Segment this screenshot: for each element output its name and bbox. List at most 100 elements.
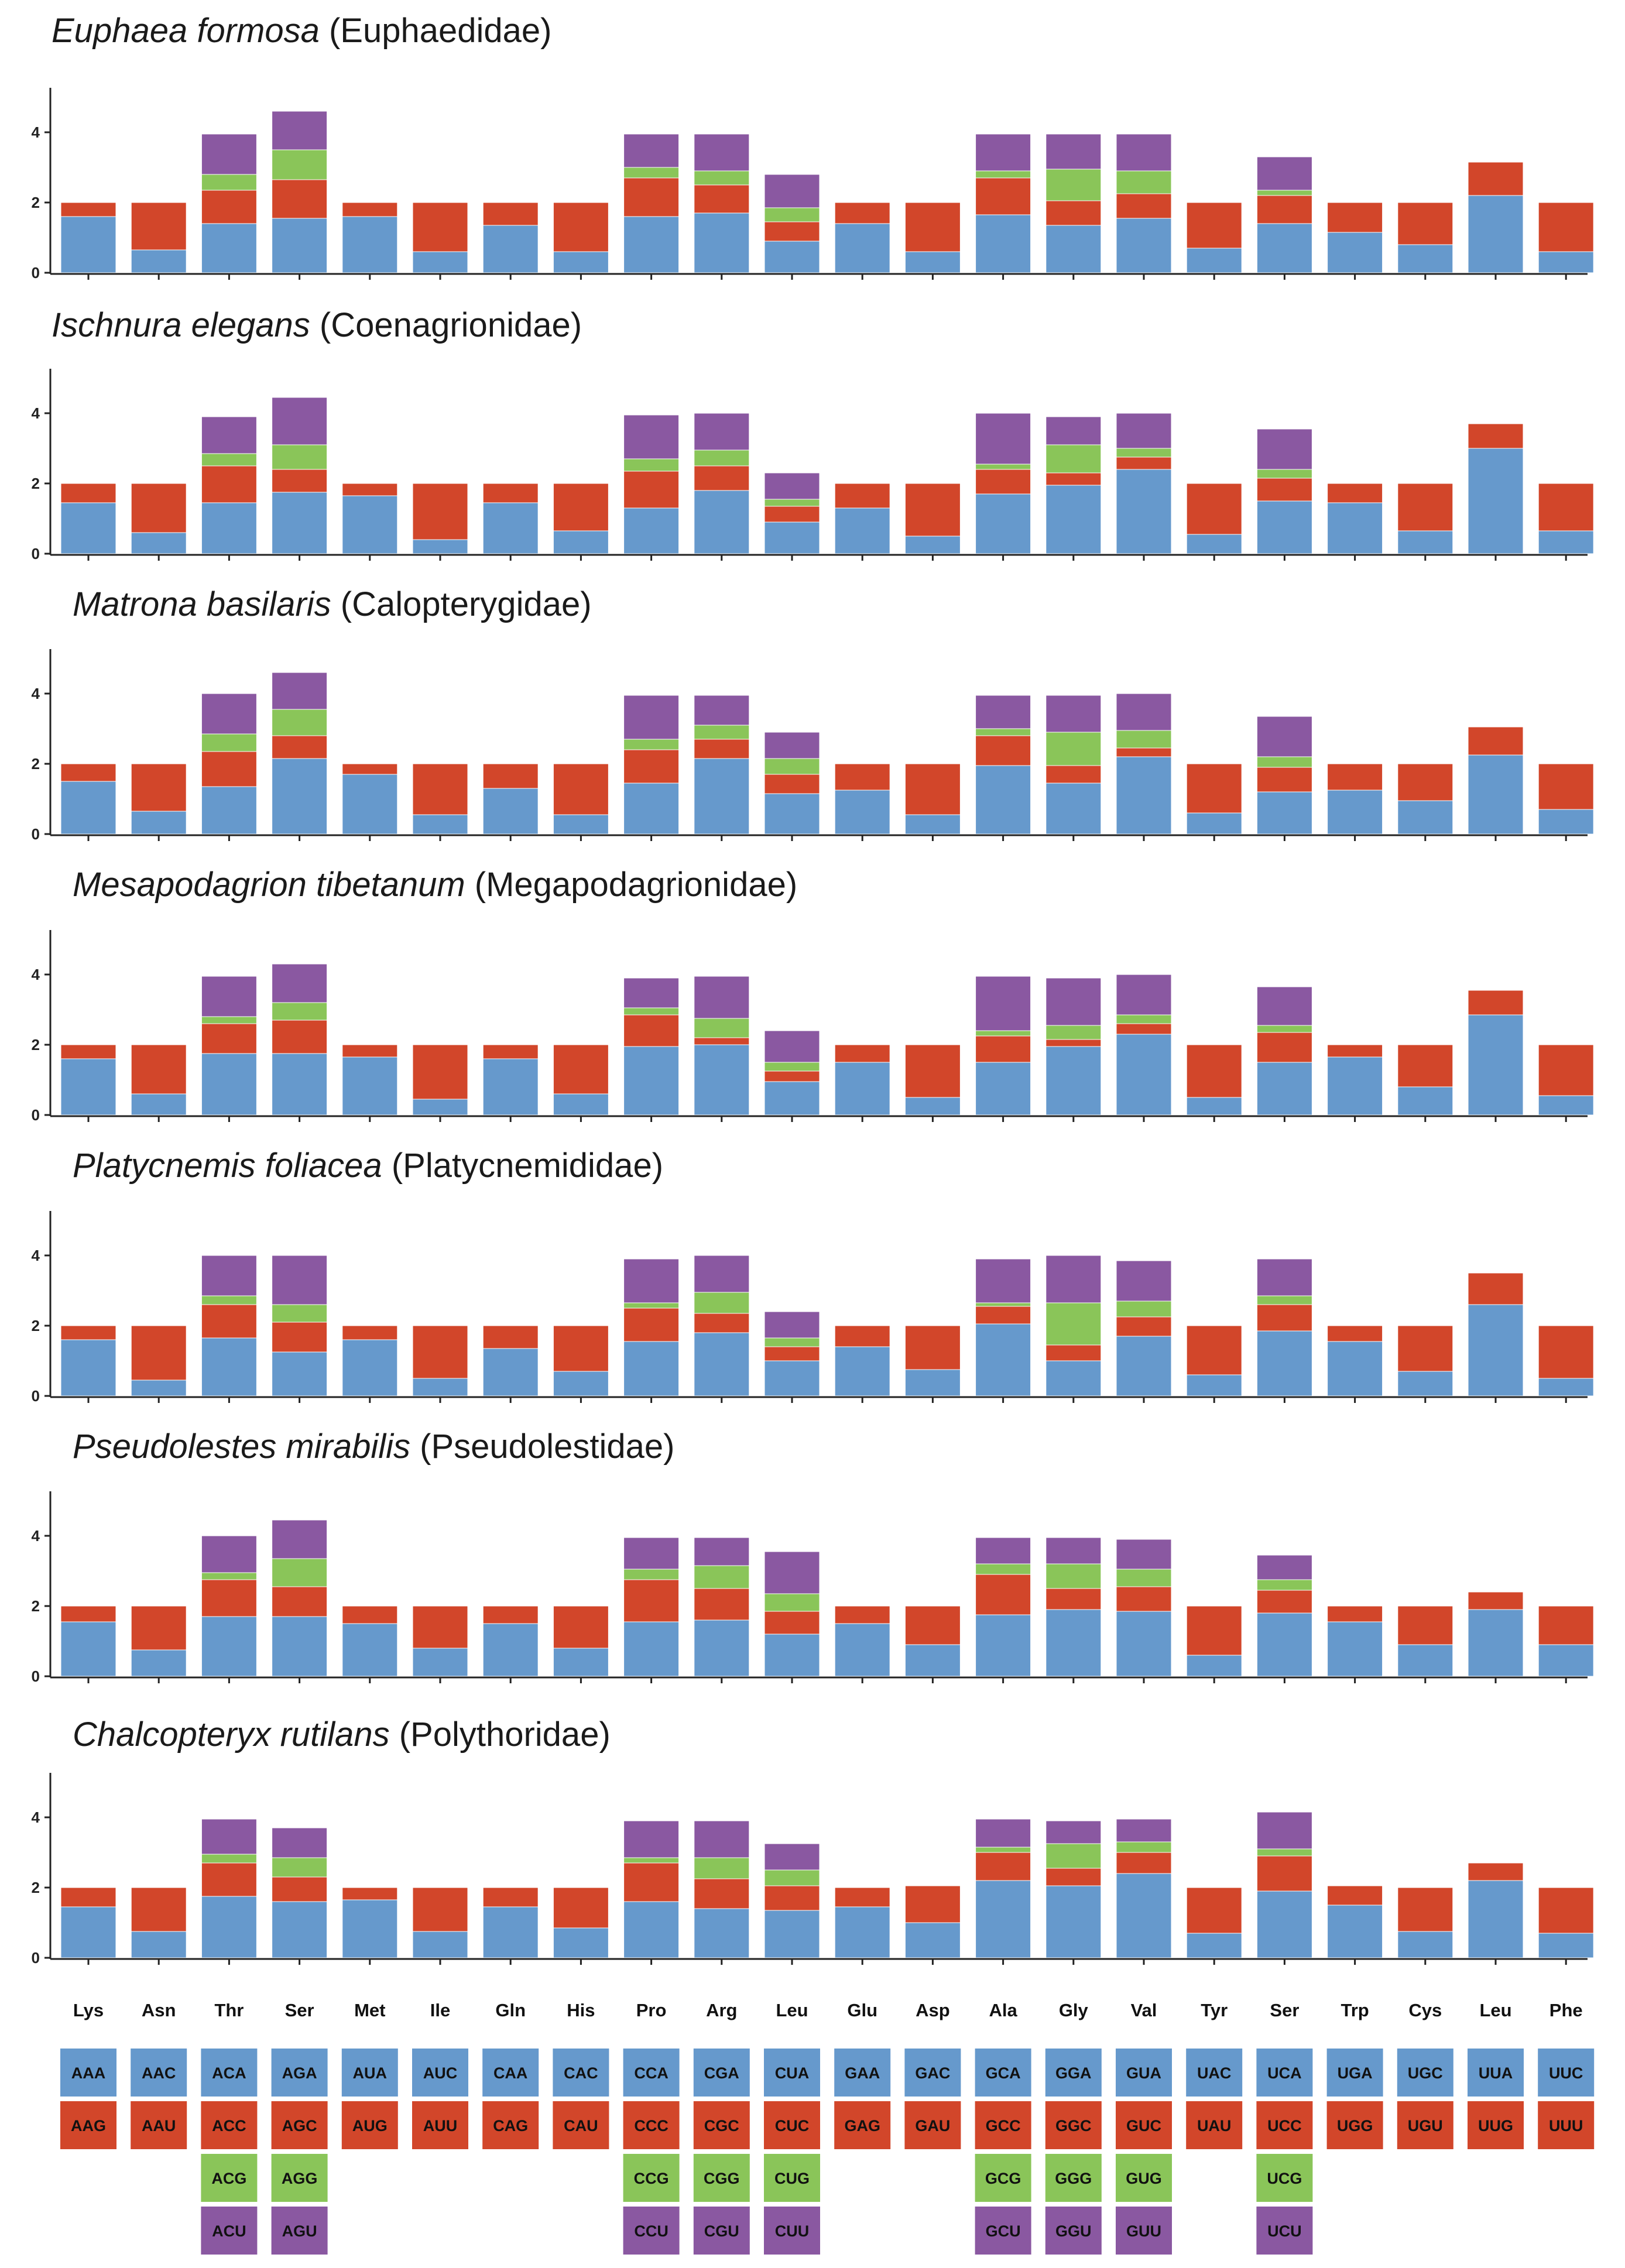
bar-segment bbox=[131, 1044, 187, 1094]
bar-segment bbox=[131, 1649, 187, 1677]
bar-segment bbox=[201, 1337, 257, 1397]
bar-segment bbox=[1327, 502, 1383, 554]
codon-label: AAC bbox=[142, 2064, 176, 2082]
bar-segment bbox=[834, 223, 890, 273]
codon-label: CAC bbox=[564, 2064, 598, 2082]
family-name: (Pseudolestidae) bbox=[420, 1428, 675, 1466]
codon-box bbox=[1116, 2049, 1172, 2097]
bar-segment bbox=[1116, 448, 1172, 458]
bar-segment bbox=[694, 133, 750, 171]
bar-segment bbox=[1256, 1032, 1312, 1063]
bar-segment bbox=[482, 483, 539, 503]
bar-segment bbox=[1327, 1885, 1383, 1906]
codon-box bbox=[623, 2207, 680, 2255]
bar-segment bbox=[1256, 469, 1312, 479]
bar-segment bbox=[553, 1371, 609, 1397]
bar-segment bbox=[1186, 763, 1242, 814]
bar-segment bbox=[1538, 530, 1594, 554]
codon-label: AAA bbox=[71, 2064, 106, 2082]
bar-segment bbox=[1468, 1880, 1524, 1958]
bar-segment bbox=[1256, 500, 1312, 554]
bar-segment bbox=[1256, 478, 1312, 502]
bar-segment bbox=[272, 1304, 328, 1323]
codon-label: UGA bbox=[1338, 2064, 1373, 2082]
bar-segment bbox=[764, 793, 820, 835]
bar-segment bbox=[1397, 530, 1453, 554]
bar-segment bbox=[60, 1058, 116, 1116]
codon-label: CUG bbox=[774, 2170, 810, 2187]
bar-segment bbox=[482, 202, 539, 226]
codon-box bbox=[975, 2049, 1031, 2097]
bar-segment bbox=[553, 1887, 609, 1929]
bar-segment bbox=[1186, 534, 1242, 554]
bar-segment bbox=[1186, 1044, 1242, 1098]
bar-segment bbox=[694, 450, 750, 466]
bar-segment bbox=[482, 1623, 539, 1677]
codon-box bbox=[271, 2154, 328, 2202]
bar-segment bbox=[1116, 1301, 1172, 1317]
y-tick-label: 0 bbox=[32, 825, 40, 843]
y-tick-label: 4 bbox=[32, 123, 40, 141]
bar-segment bbox=[1468, 1591, 1524, 1610]
codon-label: UCA bbox=[1267, 2064, 1302, 2082]
y-tick-label: 2 bbox=[32, 1879, 40, 1896]
bar-segment bbox=[1327, 1325, 1383, 1342]
bar-segment bbox=[272, 1586, 328, 1617]
bar-segment bbox=[60, 202, 116, 217]
bar-segment bbox=[1116, 1023, 1172, 1035]
codon-box bbox=[1045, 2101, 1102, 2149]
bar-segment bbox=[975, 413, 1031, 465]
codon-box bbox=[764, 2049, 820, 2097]
bar-segment bbox=[412, 1378, 468, 1397]
bar-segment bbox=[623, 1258, 680, 1303]
bar-segment bbox=[201, 174, 257, 191]
bar-segment bbox=[1397, 1644, 1453, 1677]
codon-box bbox=[1045, 2207, 1102, 2255]
bar-segment bbox=[1256, 791, 1312, 835]
codon-label: UAU bbox=[1197, 2117, 1232, 2135]
codon-box bbox=[975, 2154, 1031, 2202]
codon-box bbox=[1326, 2049, 1383, 2097]
codon-label: AGA bbox=[282, 2064, 317, 2082]
bar-segment bbox=[1468, 1862, 1524, 1881]
bar-segment bbox=[272, 469, 328, 493]
bar-segment bbox=[1256, 1258, 1312, 1296]
bar-segment bbox=[1116, 747, 1172, 757]
bar-segment bbox=[1256, 716, 1312, 757]
codon-box bbox=[975, 2101, 1031, 2149]
codon-box bbox=[623, 2049, 680, 2097]
bar-segment bbox=[1045, 1255, 1102, 1303]
bar-segment bbox=[623, 1014, 680, 1047]
bar-segment bbox=[764, 221, 820, 242]
bar-segment bbox=[60, 1605, 116, 1622]
bar-segment bbox=[1116, 693, 1172, 731]
y-tick-label: 4 bbox=[32, 1809, 40, 1826]
bar-segment bbox=[834, 1062, 890, 1116]
bar-segment bbox=[1045, 416, 1102, 445]
bar-segment bbox=[834, 1605, 890, 1624]
codon-box bbox=[271, 2049, 328, 2097]
codon-box bbox=[482, 2101, 539, 2149]
bar-segment bbox=[272, 672, 328, 710]
bar-segment bbox=[904, 1885, 961, 1923]
codon-box bbox=[1116, 2101, 1172, 2149]
bar-segment bbox=[412, 763, 468, 815]
bar-segment bbox=[623, 471, 680, 509]
codon-label: GCC bbox=[986, 2117, 1021, 2135]
bar-segment bbox=[60, 1887, 116, 1907]
bar-segment bbox=[1397, 483, 1453, 531]
bar-segment bbox=[342, 202, 398, 217]
category-label: Tyr bbox=[1201, 2000, 1228, 2020]
panel-title-1: Euphaea formosa (Euphaedidae) bbox=[52, 14, 552, 48]
bar-segment bbox=[201, 1818, 257, 1855]
bar-segment bbox=[482, 225, 539, 273]
bar-segment bbox=[201, 190, 257, 224]
bar-segment bbox=[975, 177, 1031, 215]
bar-segment bbox=[272, 1255, 328, 1305]
bar-segment bbox=[623, 977, 680, 1008]
bar-segment bbox=[623, 177, 680, 217]
codon-label: CCC bbox=[634, 2117, 668, 2135]
bar-segment bbox=[553, 763, 609, 815]
bar-segment bbox=[272, 1002, 328, 1021]
bar-segment bbox=[1186, 1097, 1242, 1116]
